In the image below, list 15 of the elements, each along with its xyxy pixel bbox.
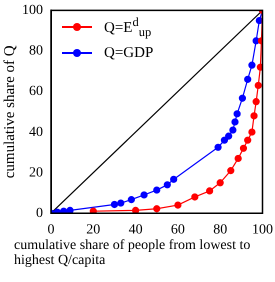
- y-axis-title: cumulative share of Q: [2, 45, 18, 178]
- y-tick-label: 100: [22, 3, 43, 18]
- x-tick-label: 0: [48, 222, 54, 238]
- x-axis-title: cumulative share of people from lowest to highest Q/capita: [14, 238, 252, 268]
- y-tick-label: 60: [29, 84, 43, 100]
- y-tick-label: 80: [29, 44, 43, 59]
- x-tick-label: 60: [170, 222, 185, 238]
- legend-label: Q=GDP: [104, 44, 154, 62]
- y-tick-label: 40: [29, 124, 43, 140]
- x-tick-label: 100: [252, 222, 273, 238]
- x-tick-label: 80: [213, 222, 228, 238]
- x-tick-label: 40: [128, 222, 143, 238]
- x-tick-label: 20: [86, 222, 100, 238]
- y-tick-label: 0: [36, 206, 43, 221]
- y-tick-label: 20: [29, 165, 43, 180]
